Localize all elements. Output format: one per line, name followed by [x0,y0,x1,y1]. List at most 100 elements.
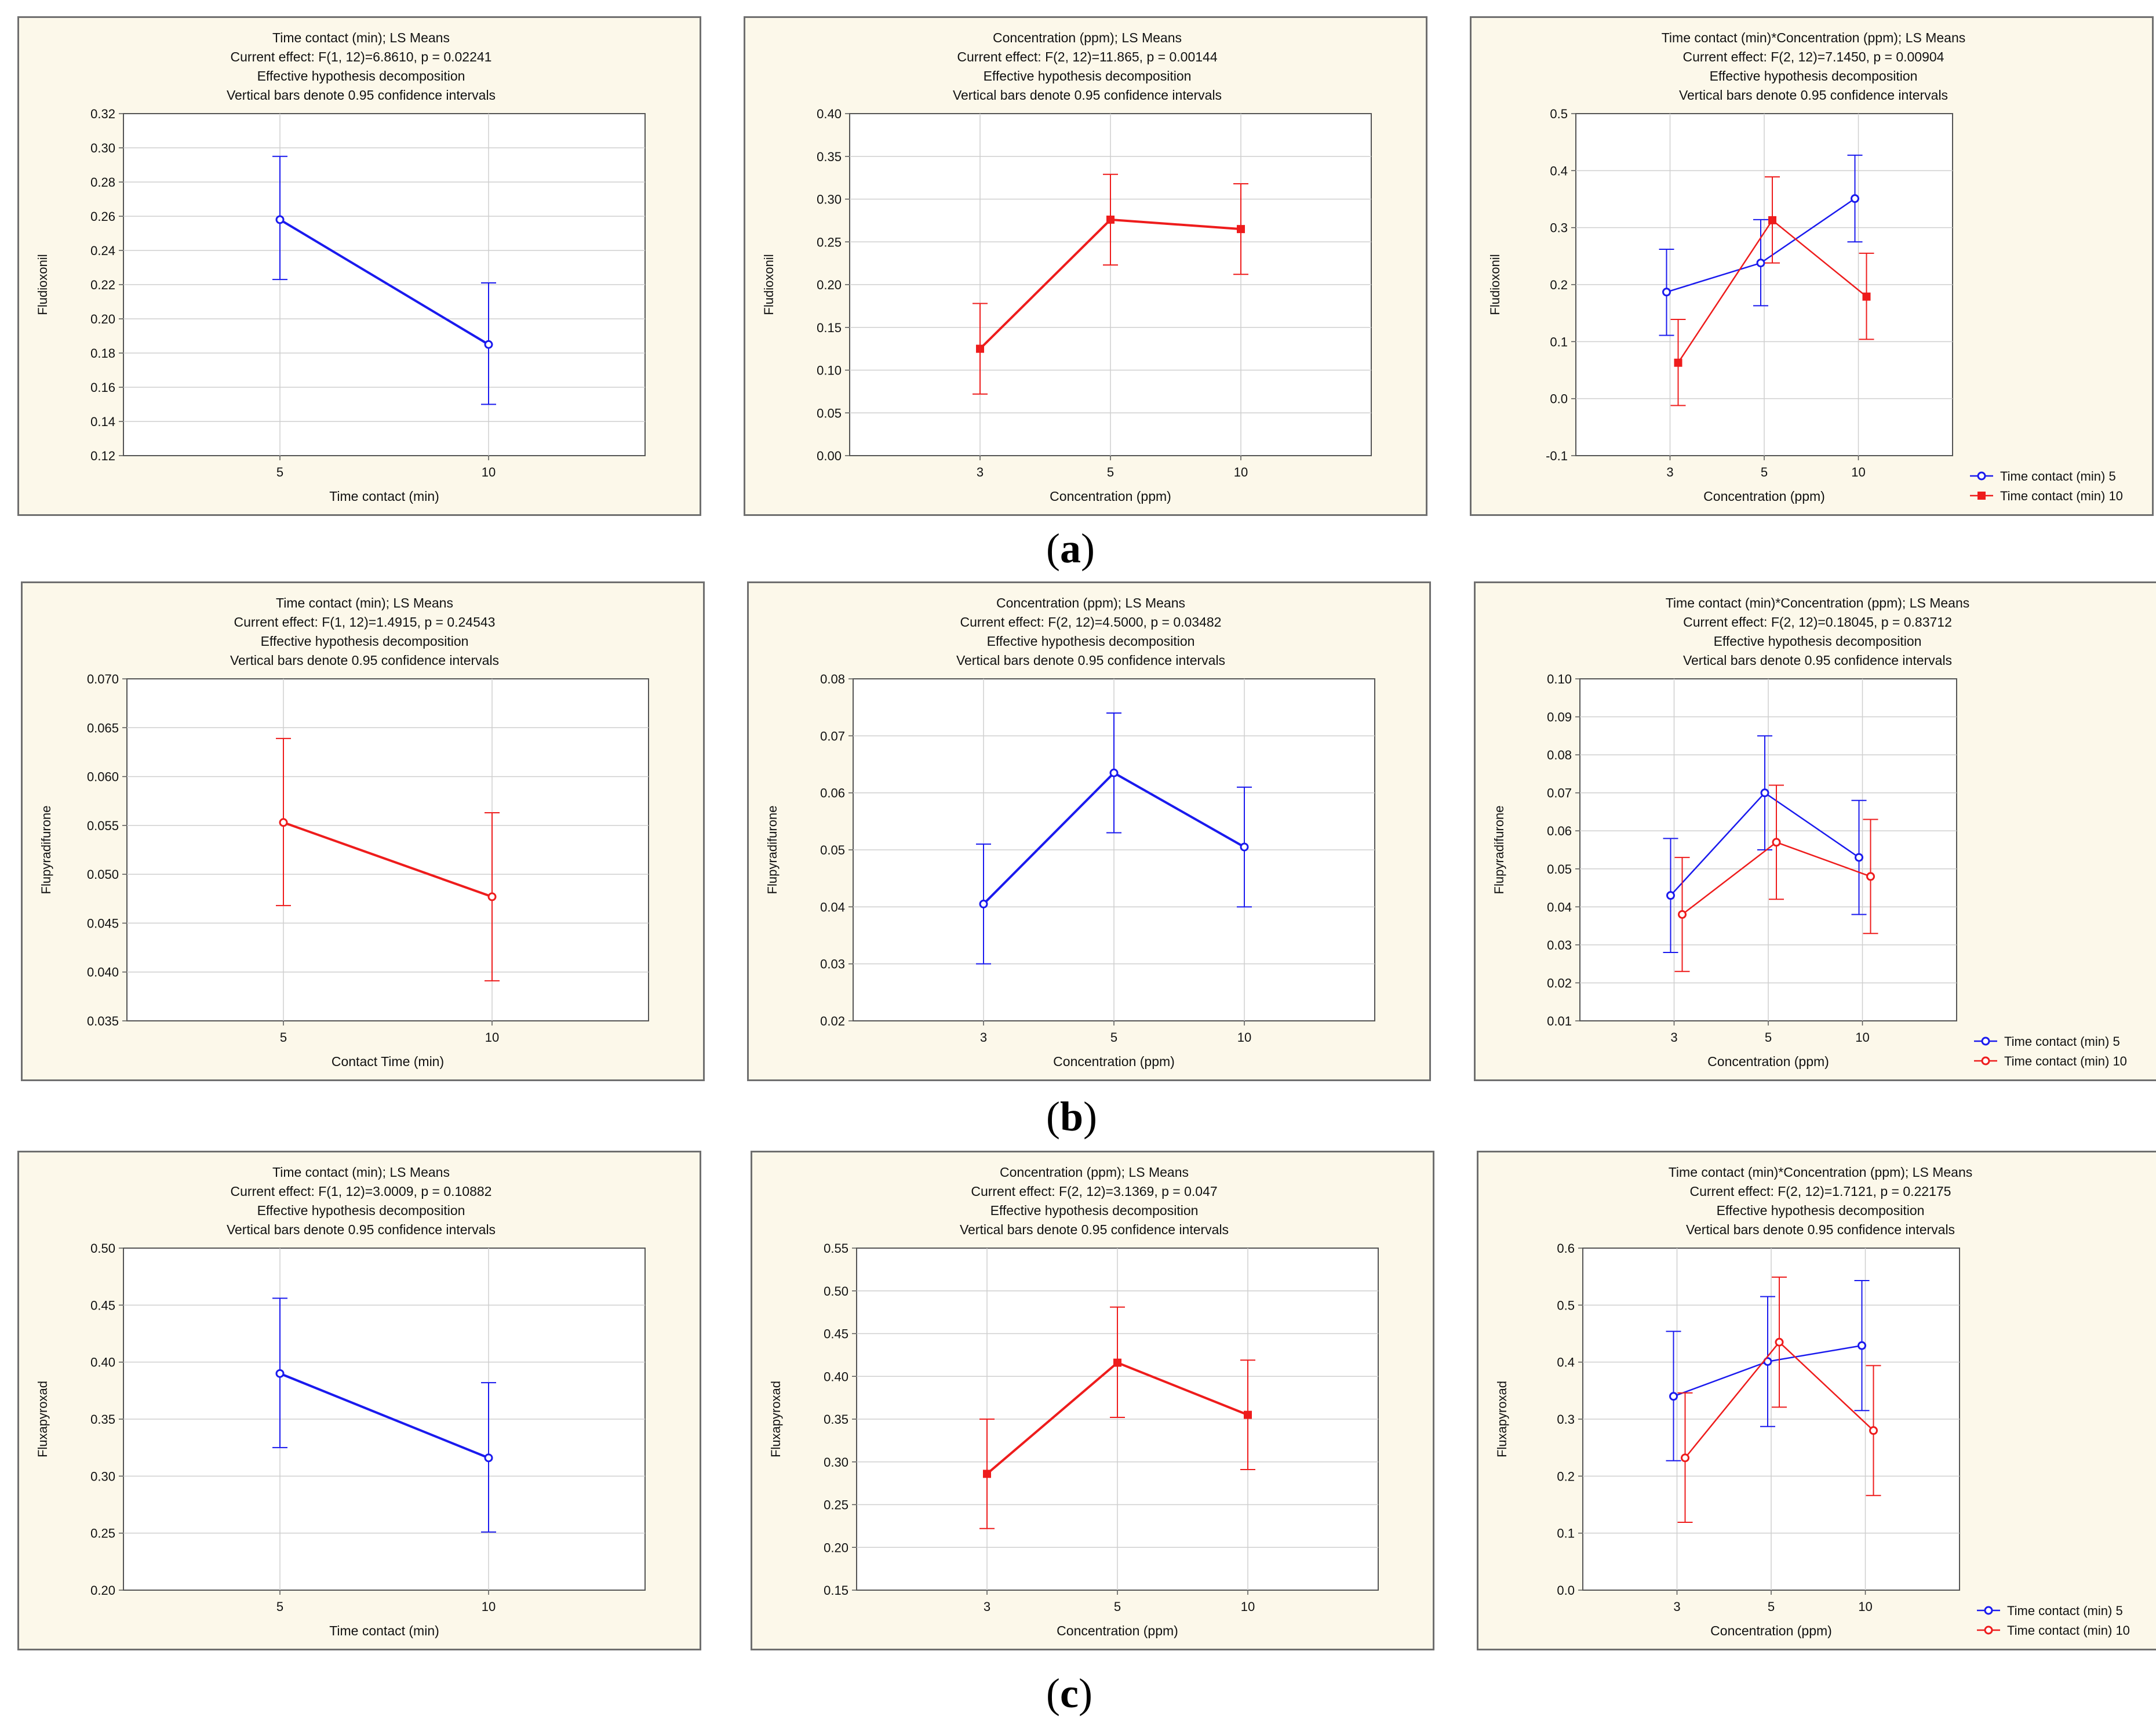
chart-title-line: Current effect: F(2, 12)=3.1369, p = 0.0… [971,1184,1217,1199]
data-point [1855,853,1863,862]
chart-title-line: Current effect: F(1, 12)=3.0009, p = 0.1… [231,1184,492,1199]
y-axis-label: Fluxapyroxad [769,1381,783,1457]
x-tick-label: 10 [482,465,496,479]
panel-label-b: (b) [1046,1093,1098,1140]
chart-panel-b1: Time contact (min); LS Means Current effe… [21,581,705,1081]
series-line [283,821,493,898]
data-point [1866,872,1875,881]
legend-swatch-marker [1984,1606,1993,1615]
chart-panel-c3: Time contact (min)*Concentration (ppm); … [1477,1151,2156,1650]
y-tick-label: 0.50 [824,1284,848,1299]
chart-title-line: Time contact (min); LS Means [272,30,450,45]
y-tick-label: 0.08 [820,672,845,686]
y-tick-label: 0.50 [90,1241,115,1256]
chart-title-line: Vertical bars denote 0.95 confidence int… [956,653,1225,668]
legend-swatch-marker [1981,1037,1990,1046]
chart-svg: Concentration (ppm); LS Means Current eff… [762,30,1372,504]
data-point [279,818,288,827]
chart-panel-a2: Concentration (ppm); LS Means Current eff… [744,16,1427,516]
y-tick-label: 0.6 [1557,1241,1575,1256]
x-tick-label: 5 [1768,1599,1775,1614]
y-axis-label: Flupyradifurone [1492,806,1506,894]
chart-svg: Concentration (ppm); LS Means Current eff… [769,1165,1379,1638]
legend-label: Time contact (min) 10 [2000,489,2123,503]
y-axis-label: Fludioxonil [762,254,776,315]
y-tick-label: 0.2 [1550,278,1568,292]
y-axis-label: Flupyradifurone [765,806,780,894]
y-axis-label: Fludioxonil [1488,254,1502,315]
chart-title-line: Current effect: F(2, 12)=0.18045, p = 0.… [1683,614,1952,630]
data-point [487,892,497,901]
legend-swatch-marker [1977,471,1986,481]
chart-title-line: Concentration (ppm); LS Means [1000,1165,1189,1180]
y-tick-label: 0.12 [90,449,115,463]
x-tick-label: 3 [1670,1030,1677,1045]
x-tick-label: 5 [276,1599,283,1614]
y-tick-label: 0.30 [817,192,842,207]
data-point [1756,259,1765,268]
y-tick-label: 0.25 [824,1498,848,1512]
y-axis-label: Fludioxonil [35,254,50,315]
chart-title-line: Concentration (ppm); LS Means [993,30,1182,45]
y-tick-label: 0.0 [1550,392,1568,406]
y-tick-label: 0.06 [820,786,845,801]
data-point [983,1470,991,1478]
data-point [1669,1392,1678,1401]
chart-title-line: Effective hypothesis decomposition [984,68,1192,83]
chart-title-line: Current effect: F(2, 12)=11.865, p = 0.0… [957,49,1217,64]
x-axis-label: Time contact (min) [329,1623,439,1638]
x-tick-label: 5 [1107,465,1114,479]
chart-panel-c2: Concentration (ppm); LS Means Current eff… [751,1151,1434,1650]
x-tick-label: 10 [1237,1030,1251,1045]
data-point [976,344,984,353]
y-tick-label: 0.40 [824,1369,848,1384]
y-tick-label: 0.45 [90,1298,115,1312]
chart-title-line: Current effect: F(2, 12)=4.5000, p = 0.0… [960,614,1222,630]
x-tick-label: 3 [1673,1599,1680,1614]
y-tick-label: 0.35 [824,1412,848,1427]
x-tick-label: 10 [1241,1599,1255,1614]
y-tick-label: 0.30 [90,1469,115,1483]
y-tick-label: 0.0 [1557,1583,1575,1598]
y-tick-label: 0.05 [820,843,845,857]
y-tick-label: 0.10 [817,363,842,378]
y-tick-label: 0.08 [1547,748,1572,762]
y-tick-label: 0.03 [1547,938,1572,952]
y-tick-label: 0.18 [90,346,115,361]
chart-title-line: Time contact (min)*Concentration (ppm); … [1662,30,1966,45]
y-tick-label: 0.060 [87,770,119,784]
y-tick-label: 0.22 [90,278,115,292]
chart-title-line: Current effect: F(1, 12)=1.4915, p = 0.2… [234,614,496,630]
chart-svg: Time contact (min); LS Means Current effe… [39,595,649,1069]
y-tick-label: 0.25 [90,1526,115,1541]
x-tick-label: 3 [977,465,984,479]
chart-svg: Concentration (ppm); LS Means Current eff… [765,595,1375,1069]
chart-title-line: Effective hypothesis decomposition [987,634,1195,649]
x-tick-label: 5 [1761,465,1768,479]
y-tick-label: 0.050 [87,867,119,882]
data-point [1775,1337,1784,1347]
y-tick-label: 0.40 [90,1355,115,1370]
legend-swatch-marker [1981,1056,1990,1065]
chart-title-line: Current effect: F(2, 12)=1.7121, p = 0.2… [1690,1184,1951,1199]
data-point [1113,1358,1121,1367]
chart-title-line: Vertical bars denote 0.95 confidence int… [230,653,499,668]
y-tick-label: 0.35 [817,150,842,164]
chart-title-line: Vertical bars denote 0.95 confidence int… [1679,88,1948,103]
chart-title-line: Effective hypothesis decomposition [261,634,469,649]
x-axis-label: Time contact (min) [329,489,439,504]
y-tick-label: 0.40 [817,107,842,121]
chart-svg: Time contact (min)*Concentration (ppm); … [1495,1165,2130,1638]
legend-label: Time contact (min) 5 [2000,469,2116,483]
y-tick-label: 0.55 [824,1241,848,1256]
chart-title-line: Vertical bars denote 0.95 confidence int… [953,88,1222,103]
data-point [1768,216,1776,224]
x-tick-label: 10 [1234,465,1248,479]
y-tick-label: 0.05 [817,406,842,420]
y-tick-label: 0.065 [87,721,119,735]
chart-title-line: Current effect: F(2, 12)=7.1450, p = 0.0… [1683,49,1944,64]
chart-title-line: Vertical bars denote 0.95 confidence int… [960,1222,1229,1237]
x-tick-label: 10 [1858,1599,1872,1614]
data-point [1106,215,1115,224]
y-tick-label: 0.070 [87,672,119,686]
